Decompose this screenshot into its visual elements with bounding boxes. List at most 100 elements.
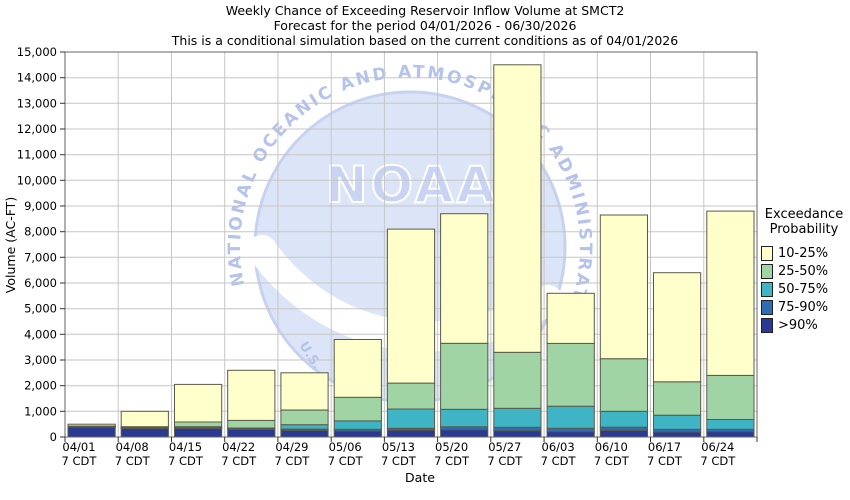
bar-segment (440, 408, 489, 428)
legend-title-line2: Probability (769, 222, 839, 237)
svg-text:05/06: 05/06 (329, 440, 362, 454)
bar-segment (493, 407, 542, 428)
svg-text:7 CDT: 7 CDT (168, 454, 204, 468)
legend-items: 10-25% 25-50% 50-75% 75-90% >90% (758, 244, 850, 334)
bar-segment (440, 342, 489, 410)
legend-item: 10-25% (761, 244, 850, 262)
bar-segment (120, 410, 169, 428)
bar-segment (333, 396, 382, 422)
svg-text:7 CDT: 7 CDT (647, 454, 683, 468)
chart-titles: Weekly Chance of Exceeding Reservoir Inf… (0, 3, 850, 48)
bar-segment (440, 429, 489, 438)
svg-text:05/27: 05/27 (488, 440, 521, 454)
svg-text:7 CDT: 7 CDT (700, 454, 736, 468)
bar-segment (174, 383, 223, 423)
bar-segment (599, 358, 648, 412)
bar-segment (653, 431, 702, 438)
svg-text:14,000: 14,000 (17, 71, 57, 85)
legend: Exceedance Probability 10-25% 25-50% 50-75… (758, 207, 850, 334)
chart-note: This is a conditional simulation based o… (171, 33, 679, 48)
svg-text:04/29: 04/29 (275, 440, 308, 454)
bar-segment (333, 339, 382, 398)
bar-segment (546, 292, 595, 344)
bar-segment (706, 419, 755, 430)
legend-title: Exceedance Probability (758, 207, 850, 237)
legend-item: 75-90% (761, 298, 850, 316)
svg-text:11,000: 11,000 (17, 148, 57, 162)
bar-segment (67, 423, 116, 427)
svg-text:12,000: 12,000 (17, 122, 57, 136)
legend-swatch-icon (761, 245, 773, 261)
bar-segment (120, 427, 169, 438)
legend-swatch-icon (761, 263, 773, 279)
bar-segment (333, 430, 382, 438)
bar-segment (280, 372, 329, 411)
svg-text:15,000: 15,000 (17, 45, 57, 59)
bar-segment (546, 405, 595, 429)
bar-segment (280, 409, 329, 426)
legend-item: 25-50% (761, 262, 850, 280)
legend-label: 25-50% (778, 263, 829, 279)
bar-segment (280, 429, 329, 438)
svg-text:05/20: 05/20 (435, 440, 468, 454)
svg-text:1,000: 1,000 (24, 404, 57, 418)
bar-segment (493, 430, 542, 438)
bar-segment (546, 342, 595, 407)
svg-text:7 CDT: 7 CDT (221, 454, 257, 468)
y-tick-labels: 0 1,000 2,000 3,000 4,000 5,000 6,000 7,000 8,00… (17, 45, 57, 444)
bar-segment (653, 381, 702, 416)
svg-text:10,000: 10,000 (17, 173, 57, 187)
svg-text:7 CDT: 7 CDT (594, 454, 630, 468)
svg-text:8,000: 8,000 (24, 225, 57, 239)
svg-text:7 CDT: 7 CDT (328, 454, 364, 468)
chart-title: Weekly Chance of Exceeding Reservoir Inf… (225, 3, 625, 18)
svg-text:4,000: 4,000 (24, 327, 57, 341)
bar-segment (386, 408, 436, 429)
bar-segment (493, 351, 542, 409)
svg-text:7 CDT: 7 CDT (434, 454, 470, 468)
legend-item: >90% (761, 316, 850, 334)
bar-segment (706, 210, 755, 376)
bar-segment (227, 419, 276, 429)
bar-segment (653, 272, 702, 383)
svg-text:04/08: 04/08 (116, 440, 149, 454)
y-axis-title: Volume (AC-FT) (3, 197, 18, 293)
svg-text:6,000: 6,000 (24, 276, 57, 290)
bar-segment (599, 410, 648, 428)
bar-segment (440, 213, 489, 344)
bar-segment (174, 427, 223, 438)
bar-segment (333, 420, 382, 430)
bar-segment (227, 428, 276, 438)
chart-subtitle: Forecast for the period 04/01/2026 - 06/… (273, 18, 577, 33)
legend-label: 10-25% (778, 245, 829, 261)
svg-text:7 CDT: 7 CDT (541, 454, 577, 468)
bar-segment (706, 431, 755, 438)
legend-item: 50-75% (761, 280, 850, 298)
bar-segment (67, 426, 116, 438)
svg-text:7 CDT: 7 CDT (274, 454, 310, 468)
svg-text:7 CDT: 7 CDT (487, 454, 523, 468)
svg-text:06/17: 06/17 (648, 440, 681, 454)
plot-border (64, 51, 758, 438)
svg-text:5,000: 5,000 (24, 302, 57, 316)
bar-segment (493, 64, 542, 353)
tick-marks (60, 51, 758, 442)
svg-text:06/03: 06/03 (542, 440, 575, 454)
legend-swatch-icon (761, 281, 773, 297)
svg-text:13,000: 13,000 (17, 96, 57, 110)
legend-swatch-icon (761, 317, 773, 333)
bar-segment (174, 421, 223, 428)
svg-text:06/24: 06/24 (701, 440, 734, 454)
legend-title-line1: Exceedance (764, 207, 844, 222)
bar-segment (227, 369, 276, 421)
svg-text:9,000: 9,000 (24, 199, 57, 213)
svg-text:05/13: 05/13 (382, 440, 415, 454)
bar-segment (386, 382, 436, 410)
bar-segment (599, 429, 648, 438)
bar-segment (706, 374, 755, 420)
noaa-wordmark: NOAA (326, 156, 498, 214)
bars (67, 64, 755, 438)
svg-text:7 CDT: 7 CDT (62, 454, 98, 468)
